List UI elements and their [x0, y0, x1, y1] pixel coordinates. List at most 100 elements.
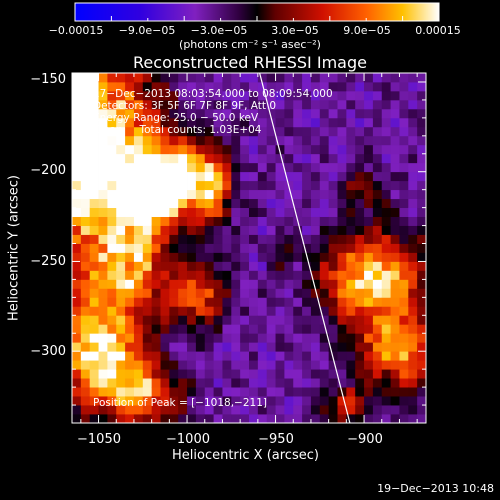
heatmap-cell [151, 189, 161, 200]
heatmap-cell [240, 90, 250, 101]
heatmap-cell [187, 207, 197, 217]
heatmap-cell [364, 162, 374, 173]
heatmap-cell [169, 99, 179, 110]
heatmap-cell [346, 378, 356, 388]
colorbar [75, 3, 439, 21]
heatmap-cell [310, 207, 321, 217]
heatmap-cell [240, 351, 250, 361]
heatmap-cell [169, 225, 179, 235]
heatmap-cell [257, 351, 268, 361]
heatmap-cell [364, 234, 374, 244]
heatmap-cell [72, 297, 82, 307]
heatmap-cell [222, 234, 232, 244]
heatmap-cell [98, 171, 108, 182]
heatmap-cell [160, 261, 170, 271]
heatmap-cell [187, 288, 197, 298]
heatmap-cell [116, 243, 126, 253]
heatmap-cell [142, 81, 153, 92]
heatmap-cell [381, 288, 391, 298]
heatmap-cell [293, 351, 303, 361]
heatmap-cell [355, 225, 365, 235]
heatmap-cell [346, 306, 356, 316]
energy-annotation: Energy Range: 25.0 − 50.0 keV [93, 112, 259, 124]
heatmap-cell [302, 198, 312, 209]
heatmap-cell [107, 126, 117, 137]
heatmap-cell [204, 225, 214, 235]
heatmap-cell [133, 306, 144, 316]
heatmap-cell [249, 351, 259, 361]
heatmap-cell [151, 108, 161, 119]
heatmap-cell [80, 117, 91, 128]
heatmap-cell [72, 135, 82, 146]
heatmap-cell [222, 189, 232, 200]
heatmap-cell [125, 288, 135, 298]
heatmap-cell [107, 324, 117, 334]
heatmap-cell [355, 81, 365, 92]
heatmap-cell [390, 414, 400, 423]
heatmap-cell [302, 171, 312, 182]
heatmap-cell [355, 171, 365, 182]
heatmap-cell [80, 306, 91, 316]
heatmap-cell [275, 315, 285, 325]
heatmap-cell [240, 261, 250, 271]
detectors-annotation: Detectors: 3F 5F 6F 7F 8F 9F, Att 0 [93, 100, 277, 112]
heatmap-cell [284, 189, 294, 200]
heatmap-cell [80, 333, 91, 343]
heatmap-cell [319, 90, 330, 101]
heatmap-cell [390, 144, 400, 155]
heatmap-cell [89, 360, 99, 370]
heatmap-cell [364, 126, 374, 137]
heatmap-cell [231, 288, 241, 298]
heatmap-cell [257, 81, 268, 92]
heatmap-cell [195, 90, 206, 101]
heatmap-cell [399, 342, 409, 352]
heatmap-cell [89, 324, 99, 334]
heatmap-cell [266, 207, 276, 217]
heatmap-cell [107, 162, 117, 173]
heatmap-cell [355, 261, 365, 271]
heatmap-cell [381, 90, 391, 101]
heatmap-cell [257, 90, 268, 101]
heatmap-cell [408, 225, 418, 235]
heatmap-cell [399, 288, 409, 298]
heatmap-cell [187, 73, 197, 83]
heatmap-cell [125, 117, 135, 128]
heatmap-cell [204, 297, 214, 307]
heatmap-cell [107, 198, 117, 209]
heatmap-cell [346, 198, 356, 209]
heatmap-cell [125, 405, 135, 415]
heatmap-cell [337, 126, 347, 137]
heatmap-cell [98, 279, 108, 289]
heatmap-cell [390, 360, 400, 370]
heatmap-cell [231, 324, 241, 334]
heatmap-cell [204, 252, 214, 262]
heatmap-cell [372, 243, 383, 253]
heatmap-cell [319, 180, 330, 191]
heatmap-cell [213, 144, 223, 155]
heatmap-cell [160, 99, 170, 110]
heatmap-cell [257, 144, 268, 155]
heatmap-cell [293, 396, 303, 406]
heatmap-cell [390, 234, 400, 244]
heatmap-cell [266, 162, 276, 173]
heatmap-cell [98, 261, 108, 271]
heatmap-cell [257, 387, 268, 397]
heatmap-cell [169, 207, 179, 217]
heatmap-cell [337, 378, 347, 388]
heatmap-cell [160, 405, 170, 415]
heatmap-cell [169, 351, 179, 361]
heatmap-cell [240, 279, 250, 289]
heatmap-cell [408, 171, 418, 182]
heatmap-cell [364, 198, 374, 209]
heatmap-cell [89, 351, 99, 361]
heatmap-cell [293, 180, 303, 191]
heatmap-cell [257, 126, 268, 137]
heatmap-cell [293, 405, 303, 415]
heatmap-cell [390, 315, 400, 325]
heatmap-cell [275, 405, 285, 415]
heatmap-cell [72, 144, 82, 155]
heatmap-cell [125, 73, 135, 83]
heatmap-cell [284, 396, 294, 406]
heatmap-cell [231, 270, 241, 280]
heatmap-cell [222, 351, 232, 361]
